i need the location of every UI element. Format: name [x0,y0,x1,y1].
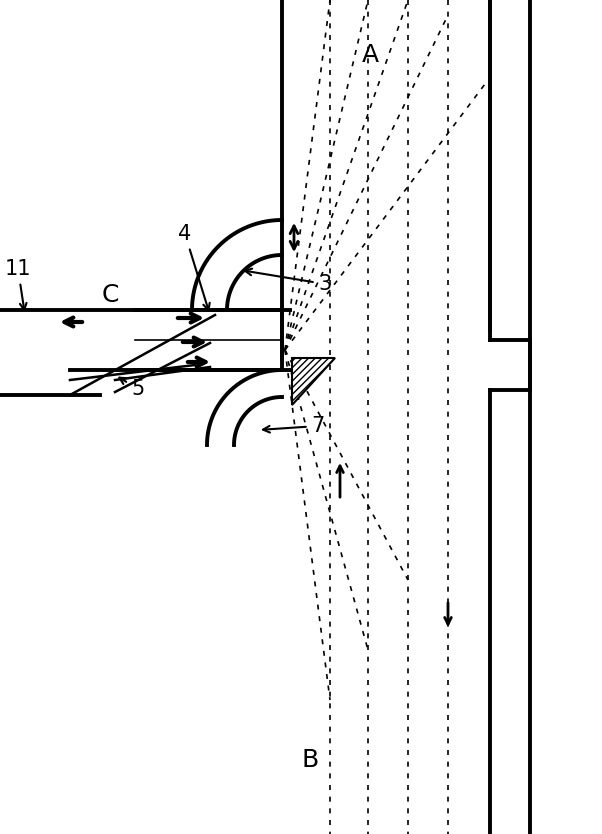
Text: 4: 4 [178,224,209,310]
Text: C: C [101,283,119,307]
Text: 11: 11 [5,259,31,310]
Text: A: A [361,43,379,67]
Polygon shape [292,358,335,405]
Text: 7: 7 [263,416,324,436]
Text: B: B [302,748,318,772]
Text: 3: 3 [245,269,332,294]
Text: 5: 5 [119,378,144,399]
